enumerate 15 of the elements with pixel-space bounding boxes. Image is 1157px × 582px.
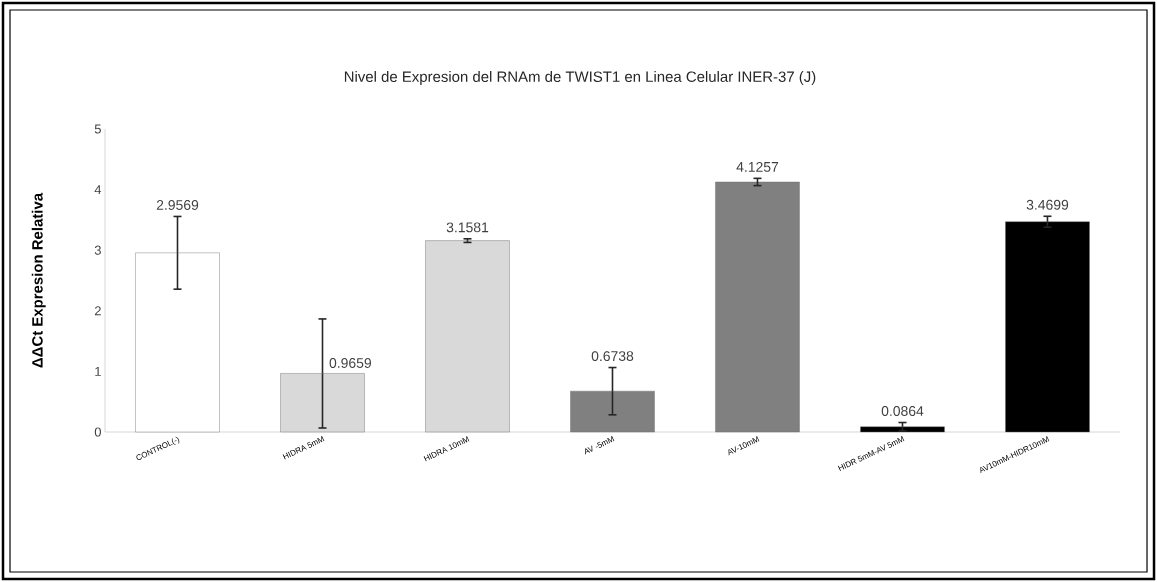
y-tick-label: 4: [94, 185, 102, 195]
y-tick-label: 3: [94, 245, 101, 255]
data-label: 0.0864: [881, 406, 924, 417]
y-tick-label: 5: [94, 124, 101, 134]
y-axis-title: ΔΔCt Expresion Relativa: [31, 192, 46, 368]
data-label: 4.1257: [736, 161, 779, 172]
y-tick-label: 1: [95, 366, 101, 376]
data-label: 0.6738: [591, 351, 634, 362]
y-tick-label: 0: [94, 427, 101, 437]
chart-title: Nivel de Expresion del RNAm de TWIST1 en Linea Celular INER-37 (J): [344, 71, 816, 85]
data-label: 2.9569: [156, 200, 199, 210]
data-label: 0.9659: [329, 358, 372, 368]
y-tick-label: 2: [94, 306, 101, 316]
data-label: 3.1581: [446, 222, 489, 233]
data-label: 3.4699: [1026, 199, 1069, 210]
